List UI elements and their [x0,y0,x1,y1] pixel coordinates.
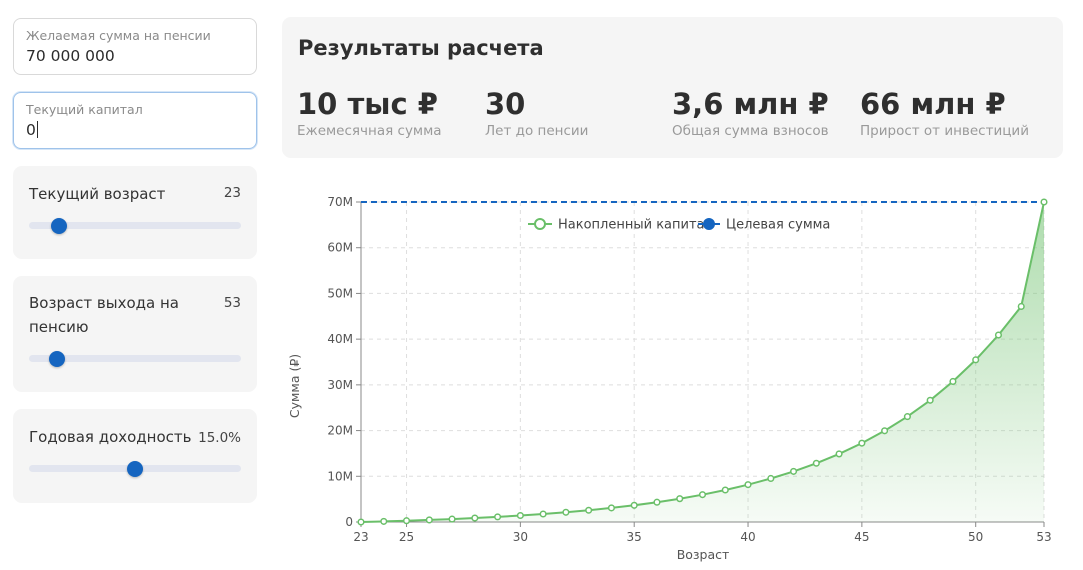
capital-growth-chart: 0 10M 20M 30M 40M 50M 60M 70M 23 25 30 35 40 45 50 53 С… [287,195,1052,562]
capital-data-point [448,515,456,523]
stat-value: 3,6 млн ₽ [672,87,829,121]
current-capital-value[interactable]: 0 [26,121,36,139]
capital-data-point [1017,302,1025,311]
text-caret [36,121,38,138]
legend-label-capital: Накопленный капитал [558,218,713,233]
y-tick-label: 40M [327,332,353,346]
y-tick-label: 20M [327,424,353,438]
x-tick-label: 50 [968,530,983,544]
retirement-age-slider-handle[interactable] [48,350,65,367]
x-tick-label: 23 [353,530,368,544]
capital-data-point [1040,198,1048,206]
capital-data-point [698,491,707,499]
annual-return-slider-handle[interactable] [127,460,143,477]
y-tick-label: 50M [327,286,353,300]
stat-label: Общая сумма взносов [672,123,829,139]
legend-item-capital[interactable]: Накопленный капитал [528,218,713,233]
capital-data-point [721,486,729,494]
y-tick-label: 60M [327,241,353,255]
x-tick-label: 53 [1036,530,1051,544]
capital-data-point [903,413,911,421]
x-axis-title: Возраст [677,547,730,562]
legend-marker [703,218,715,230]
current-age-slider-card: Текущий возраст 23 [13,166,257,259]
capital-data-point [949,377,957,386]
capital-data-point [858,439,866,447]
stat-label: Прирост от инвестиций [860,123,1029,139]
capital-data-point [790,467,798,475]
desired-sum-value[interactable]: 70 000 000 [26,47,115,65]
current-capital-field[interactable]: Текущий капитал 0 [13,92,257,149]
stat-value: 30 [485,87,526,121]
capital-data-point [630,501,638,509]
capital-data-point [425,516,433,524]
x-tick-label: 30 [513,530,528,544]
capital-data-point [835,450,843,458]
capital-data-point [926,396,934,404]
y-axis-title: Сумма (₽) [287,354,302,418]
retirement-age-value: 53 [223,295,241,311]
capital-data-point [676,495,684,503]
capital-data-point [744,481,752,489]
capital-data-point [539,510,547,518]
y-tick-label: 10M [327,469,353,483]
capital-data-point [812,459,820,467]
annual-return-slider[interactable] [29,460,241,477]
y-tick-label: 30M [327,378,353,392]
x-tick-label: 40 [740,530,755,544]
capital-data-point [494,513,502,521]
annual-return-label: Годовая доходность [29,428,192,446]
results-panel: Результаты расчета 10 тыс ₽ Ежемесячная … [282,17,1063,158]
current-capital-label: Текущий капитал [26,102,143,117]
results-title: Результаты расчета [298,36,544,60]
y-tick-label: 70M [327,195,353,209]
retirement-age-slider-card: Возраст выхода на пенсию 53 [13,276,257,392]
stat-value: 66 млн ₽ [860,87,1006,121]
stat-value: 10 тыс ₽ [297,87,438,121]
retirement-age-label: Возраст выхода на пенсию [29,294,179,336]
annual-return-value: 15.0% [198,430,241,446]
chart-legend[interactable]: Накопленный капитал Целевая сумма [528,218,830,233]
current-age-slider-handle[interactable] [50,217,67,234]
stat-label: Ежемесячная сумма [297,123,442,139]
legend-item-target[interactable]: Целевая сумма [698,218,830,233]
capital-data-point [881,427,889,435]
current-age-slider[interactable] [29,217,241,234]
capital-data-point [380,517,388,525]
capital-data-point [585,506,593,514]
y-tick-label: 0 [345,515,353,529]
x-tick-label: 45 [854,530,869,544]
capital-data-point [516,511,524,520]
stat-investment-growth: 66 млн ₽ Прирост от инвестиций [860,87,1029,139]
current-age-label: Текущий возраст [29,185,166,203]
capital-data-point [402,517,411,525]
capital-data-point [972,356,980,364]
x-tick-label: 35 [627,530,642,544]
stat-total-contributions: 3,6 млн ₽ Общая сумма взносов [672,87,829,139]
capital-data-point [357,518,365,526]
legend-label-target: Целевая сумма [726,218,830,233]
desired-sum-label: Желаемая сумма на пенсии [26,28,211,43]
stat-years-to-retirement: 30 Лет до пенсии [485,87,588,139]
capital-data-point [562,508,570,516]
current-age-value: 23 [223,185,241,201]
capital-data-point [653,498,661,506]
chart-tick-labels: 0 10M 20M 30M 40M 50M 60M 70M 23 25 30 35 40 45 50 53 [327,195,1051,544]
stat-label: Лет до пенсии [485,123,589,139]
capital-data-point [607,504,615,512]
capital-data-point [471,514,479,522]
x-tick-label: 25 [399,530,414,544]
capital-data-point [767,474,775,483]
retirement-age-slider[interactable] [29,350,241,367]
capital-data-point [994,331,1003,339]
current-capital-input[interactable]: 0 [26,119,244,141]
annual-return-slider-card: Годовая доходность 15.0% [13,409,257,503]
legend-marker [534,218,546,230]
capital-area-fill [361,202,1044,522]
capital-series-points [357,198,1048,526]
stat-monthly-amount: 10 тыс ₽ Ежемесячная сумма [297,87,442,139]
desired-sum-field[interactable]: Желаемая сумма на пенсии 70 000 000 [13,18,257,75]
